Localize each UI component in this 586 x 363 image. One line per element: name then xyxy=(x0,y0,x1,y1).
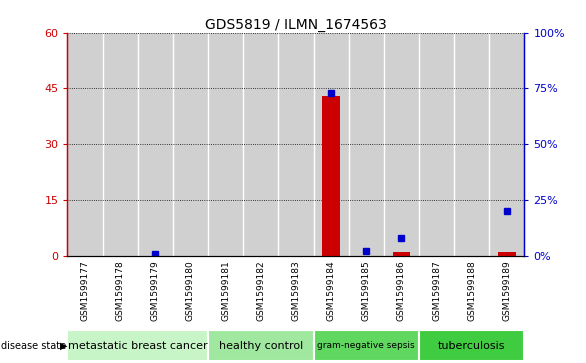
Text: GSM1599184: GSM1599184 xyxy=(326,260,336,321)
Bar xyxy=(103,33,138,256)
Text: GSM1599179: GSM1599179 xyxy=(151,260,160,321)
Text: tuberculosis: tuberculosis xyxy=(438,341,506,351)
Text: GSM1599182: GSM1599182 xyxy=(256,260,265,321)
Bar xyxy=(419,33,454,256)
Bar xyxy=(314,330,419,361)
Bar xyxy=(67,330,208,361)
Text: GSM1599181: GSM1599181 xyxy=(221,260,230,321)
Bar xyxy=(243,33,278,256)
Bar xyxy=(393,252,410,256)
Bar xyxy=(419,330,524,361)
Text: GSM1599180: GSM1599180 xyxy=(186,260,195,321)
Bar xyxy=(278,33,314,256)
Bar xyxy=(314,33,349,256)
Bar xyxy=(489,33,524,256)
Text: gram-negative sepsis: gram-negative sepsis xyxy=(318,341,415,350)
Bar xyxy=(67,33,103,256)
Text: ▶: ▶ xyxy=(60,341,68,351)
Text: GSM1599189: GSM1599189 xyxy=(502,260,512,321)
Bar xyxy=(384,33,419,256)
Title: GDS5819 / ILMN_1674563: GDS5819 / ILMN_1674563 xyxy=(205,18,387,32)
Bar xyxy=(454,33,489,256)
Text: GSM1599185: GSM1599185 xyxy=(362,260,371,321)
Bar xyxy=(498,252,516,256)
Text: GSM1599177: GSM1599177 xyxy=(80,260,90,321)
Bar xyxy=(138,33,173,256)
Text: healthy control: healthy control xyxy=(219,341,303,351)
Text: GSM1599183: GSM1599183 xyxy=(291,260,301,321)
Text: GSM1599178: GSM1599178 xyxy=(115,260,125,321)
Bar xyxy=(208,33,243,256)
Bar xyxy=(349,33,384,256)
Text: GSM1599186: GSM1599186 xyxy=(397,260,406,321)
Text: GSM1599188: GSM1599188 xyxy=(467,260,476,321)
Bar xyxy=(173,33,208,256)
Text: disease state: disease state xyxy=(1,341,66,351)
Bar xyxy=(322,96,340,256)
Bar xyxy=(208,330,314,361)
Text: GSM1599187: GSM1599187 xyxy=(432,260,441,321)
Text: metastatic breast cancer: metastatic breast cancer xyxy=(68,341,207,351)
